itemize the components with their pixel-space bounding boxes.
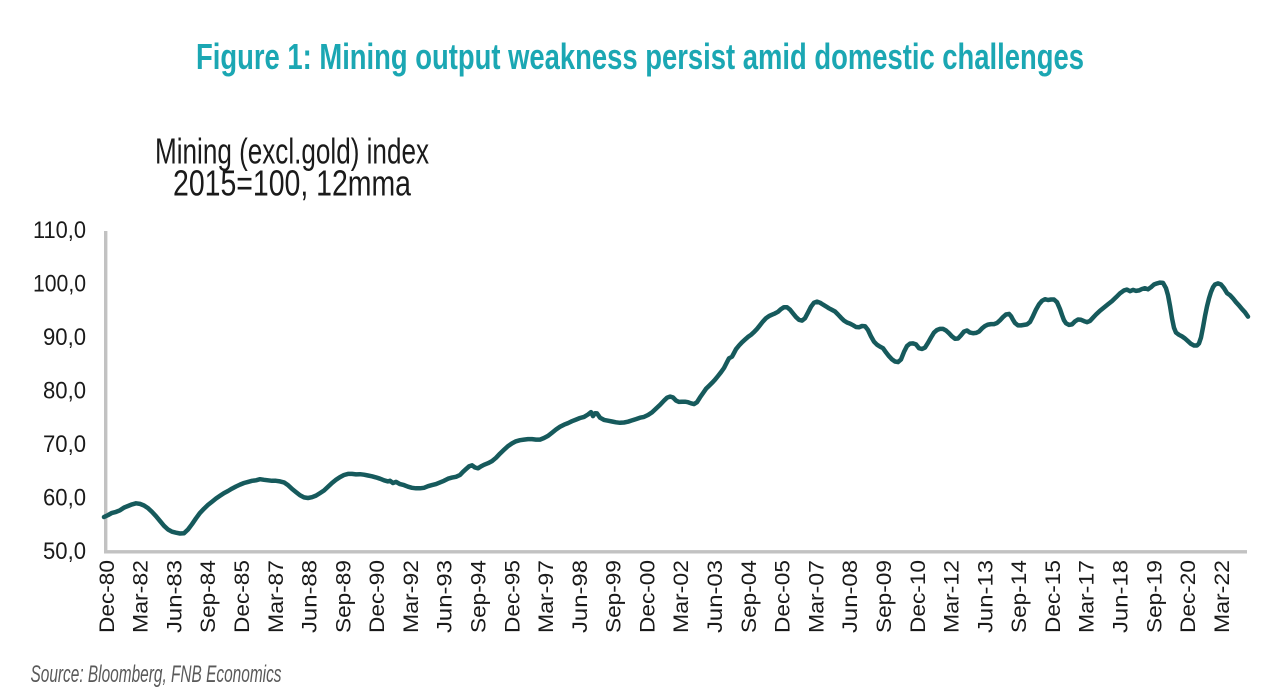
svg-text:Dec-10: Dec-10	[906, 560, 930, 633]
svg-text:Mar-22: Mar-22	[1210, 560, 1234, 633]
svg-text:Mar-02: Mar-02	[669, 560, 693, 633]
svg-text:Mar-97: Mar-97	[534, 560, 558, 633]
svg-text:Dec-00: Dec-00	[635, 560, 659, 633]
svg-text:Sep-19: Sep-19	[1142, 560, 1166, 633]
svg-text:80,0: 80,0	[43, 378, 86, 405]
svg-text:Figure 1: Mining output weakne: Figure 1: Mining output weakness persist…	[196, 36, 1084, 77]
svg-text:100,0: 100,0	[33, 271, 86, 298]
svg-text:Mining (excl.gold) index: Mining (excl.gold) index	[155, 131, 429, 172]
svg-text:110,0: 110,0	[33, 217, 86, 244]
svg-text:Mar-87: Mar-87	[264, 560, 288, 633]
svg-text:70,0: 70,0	[43, 431, 86, 458]
svg-text:Sep-94: Sep-94	[467, 560, 491, 633]
svg-text:Jun-93: Jun-93	[433, 560, 457, 633]
svg-text:Dec-20: Dec-20	[1176, 560, 1200, 633]
svg-text:Dec-90: Dec-90	[365, 560, 389, 633]
svg-text:Dec-85: Dec-85	[230, 560, 254, 633]
svg-text:Source: Bloomberg, FNB Economi: Source: Bloomberg, FNB Economics	[31, 661, 282, 688]
svg-text:Jun-13: Jun-13	[973, 560, 997, 633]
svg-text:2015=100, 12mma: 2015=100, 12mma	[173, 162, 412, 203]
svg-text:Jun-08: Jun-08	[838, 560, 862, 633]
svg-text:Dec-15: Dec-15	[1041, 560, 1065, 633]
svg-text:Mar-12: Mar-12	[940, 560, 964, 633]
svg-text:Mar-92: Mar-92	[399, 560, 423, 633]
svg-text:Sep-99: Sep-99	[602, 560, 626, 633]
svg-text:Sep-14: Sep-14	[1007, 560, 1031, 633]
svg-text:Jun-98: Jun-98	[568, 560, 592, 633]
svg-text:Mar-07: Mar-07	[804, 560, 828, 633]
svg-text:90,0: 90,0	[43, 324, 86, 351]
svg-text:Mar-82: Mar-82	[129, 560, 153, 633]
svg-text:60,0: 60,0	[43, 485, 86, 512]
svg-text:Sep-04: Sep-04	[737, 560, 761, 633]
svg-text:50,0: 50,0	[43, 538, 86, 565]
svg-text:Mar-17: Mar-17	[1075, 560, 1099, 633]
svg-text:Sep-89: Sep-89	[331, 560, 355, 633]
svg-text:Jun-83: Jun-83	[162, 560, 186, 633]
svg-text:Sep-09: Sep-09	[872, 560, 896, 633]
svg-text:Dec-80: Dec-80	[95, 560, 119, 633]
svg-text:Sep-84: Sep-84	[196, 560, 220, 633]
svg-text:Dec-95: Dec-95	[500, 560, 524, 633]
svg-text:Dec-05: Dec-05	[771, 560, 795, 633]
svg-text:Jun-88: Jun-88	[298, 560, 322, 633]
svg-text:Jun-18: Jun-18	[1109, 560, 1133, 633]
svg-text:Jun-03: Jun-03	[703, 560, 727, 633]
